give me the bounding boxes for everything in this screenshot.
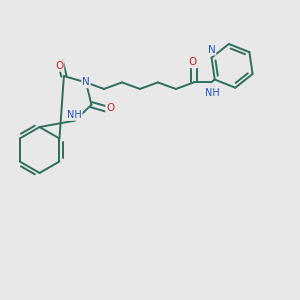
Text: NH: NH	[67, 110, 82, 120]
Text: N: N	[208, 45, 215, 55]
Text: O: O	[106, 103, 114, 113]
Text: O: O	[189, 57, 197, 68]
Text: O: O	[55, 61, 64, 71]
Text: NH: NH	[205, 88, 219, 98]
Text: N: N	[82, 77, 90, 87]
